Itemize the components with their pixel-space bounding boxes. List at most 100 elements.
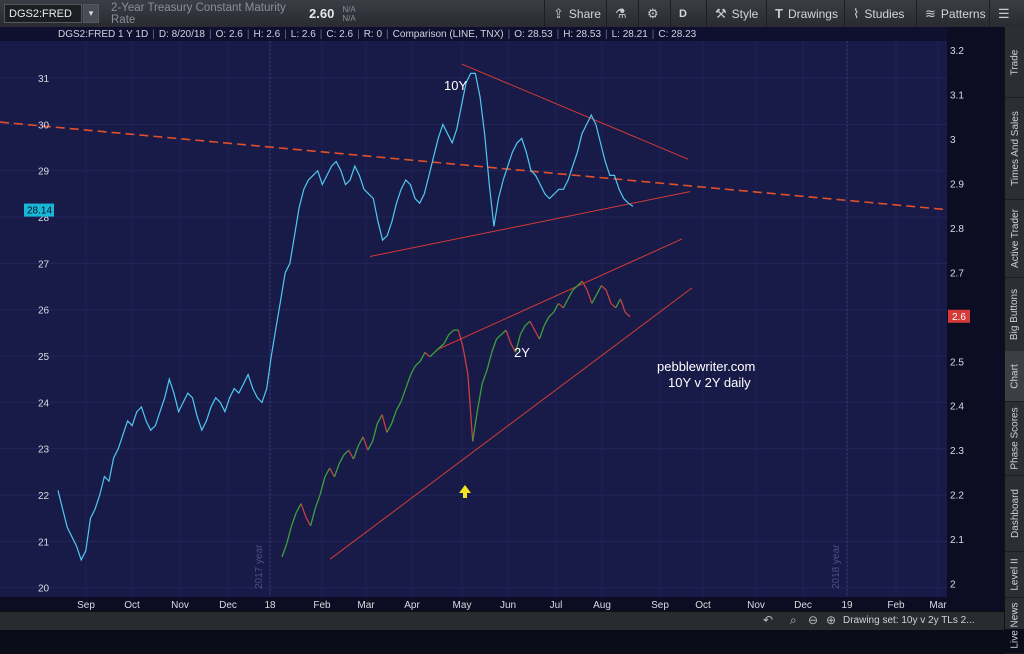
info-close: C: 2.6 xyxy=(326,28,354,40)
x-axis-tick-label: Oct xyxy=(124,600,140,611)
plot-background xyxy=(0,27,947,597)
year-label: 2018 year xyxy=(831,544,842,589)
tab-phase-scores[interactable]: Phase Scores xyxy=(1005,401,1024,476)
right-axis-tick-label: 2.7 xyxy=(950,268,964,279)
info-r: R: 0 xyxy=(363,28,383,40)
dgs2-series-segment xyxy=(534,329,540,340)
tab-trade[interactable]: Trade xyxy=(1005,27,1024,98)
bottom-axis-background xyxy=(0,597,947,611)
share-icon: ⇪ xyxy=(553,5,564,21)
more-button[interactable]: ☰ xyxy=(989,0,1024,27)
tab-active-trader[interactable]: Active Trader xyxy=(1005,199,1024,278)
info-low: L: 2.6 xyxy=(290,28,316,40)
dgs2-series-segment xyxy=(476,383,483,411)
right-axis-tick-label: 2.5 xyxy=(950,357,964,368)
drawing-set-selector[interactable]: Drawing set: 10y v 2y TLs 2... xyxy=(843,615,975,626)
tab-chart[interactable]: Chart xyxy=(1005,351,1024,402)
tab-times-and-sales[interactable]: Times And Sales xyxy=(1005,97,1024,200)
right-axis-tick-label: 2.1 xyxy=(950,535,964,546)
zoom-out-icon[interactable]: ⊖ xyxy=(808,613,819,627)
tab-level-ii-label: Level II xyxy=(1009,557,1021,591)
chart-info-bar: DGS2:FRED 1 Y 1D | D: 8/20/18 | O: 2.6 | H:… xyxy=(0,27,947,41)
info-c-high: H: 28.53 xyxy=(563,28,602,40)
right-axis-tick-label: 2.8 xyxy=(950,224,964,235)
chart-area[interactable]: 2017 year 2018 year 20 21 22 23 24 25 26 27 28 29 3… xyxy=(0,27,1004,629)
info-c-low: L: 28.21 xyxy=(611,28,648,40)
dgs2-lower-trendline xyxy=(329,287,693,560)
right-axis-tick-label: 3.1 xyxy=(950,90,964,101)
info-comparison: Comparison (LINE, TNX) xyxy=(392,28,504,40)
dgs2-series-segment xyxy=(577,280,583,287)
dgs2-series-segment xyxy=(491,338,498,353)
dgs2-series-segment xyxy=(548,311,555,318)
info-title: DGS2:FRED 1 Y 1D xyxy=(58,28,149,40)
aggregation-label: D xyxy=(679,7,687,20)
right-price-marker xyxy=(948,309,970,323)
more-icon: ☰ xyxy=(998,5,1010,21)
dgs2-series-segment xyxy=(338,454,345,464)
left-axis-tick-label: 30 xyxy=(38,120,50,131)
x-axis-tick-label: Mar xyxy=(929,600,947,611)
style-button[interactable]: ⚒ Style xyxy=(706,0,766,27)
dgs2-series-segment xyxy=(419,352,426,362)
dgs2-series-segment xyxy=(615,298,622,309)
left-axis-tick-label: 27 xyxy=(38,259,50,270)
dgs2-series-segment xyxy=(424,351,431,358)
tab-dashboard[interactable]: Dashboard xyxy=(1005,475,1024,552)
right-axis-tick-label: 2.4 xyxy=(950,402,964,413)
zoom-in-icon[interactable]: ⊕ xyxy=(826,613,837,627)
x-axis-tick-label: Aug xyxy=(593,600,611,611)
symbol-dropdown-button[interactable]: ▾ xyxy=(83,4,99,23)
flask-button[interactable]: ⚗ xyxy=(606,0,638,27)
undo-icon[interactable]: ↶ xyxy=(763,613,774,627)
tab-dashboard-label: Dashboard xyxy=(1009,488,1021,538)
dgs2-series-segment xyxy=(524,320,531,327)
chart-canvas[interactable]: 2017 year 2018 year 202122232425262728293… xyxy=(0,27,1004,611)
tab-live-news[interactable]: Live News xyxy=(1005,597,1024,654)
info-high: H: 2.6 xyxy=(253,28,281,40)
dgs2-series-segment xyxy=(309,507,316,527)
dgs2-series-segment xyxy=(514,334,521,353)
patterns-button[interactable]: ≋ Patterns xyxy=(916,0,989,27)
flask-icon: ⚗ xyxy=(615,5,627,21)
trendlines xyxy=(0,63,948,560)
dgs2-series-segment xyxy=(610,302,617,309)
studies-button[interactable]: ⌇ Studies xyxy=(844,0,916,27)
x-axis-tick-label: 19 xyxy=(841,600,853,611)
x-axis-tick-label: Nov xyxy=(747,600,765,611)
drawings-label: Drawings xyxy=(787,6,838,21)
year-label: 2017 year xyxy=(254,544,265,589)
tnx-lower-trendline xyxy=(369,191,691,257)
dgs2-series-segment xyxy=(443,334,450,344)
x-axis-tick-label: Feb xyxy=(313,600,331,611)
share-button[interactable]: ⇪ Share xyxy=(544,0,606,27)
symbol-input[interactable]: DGS2:FRED xyxy=(4,4,82,23)
info-date: D: 8/20/18 xyxy=(158,28,205,40)
dgs2-series-segment xyxy=(624,311,631,318)
settings-button[interactable]: ⚙ xyxy=(638,0,670,27)
search-icon[interactable]: ⌕ xyxy=(790,613,797,627)
x-axis-tick-label: Oct xyxy=(695,600,711,611)
dgs2-series-segment xyxy=(472,410,479,442)
gear-icon: ⚙ xyxy=(647,5,659,21)
tab-big-buttons[interactable]: Big Buttons xyxy=(1005,277,1024,352)
left-axis-tick-label: 26 xyxy=(38,306,50,317)
dgs2-series-segment xyxy=(438,342,445,349)
x-axis-tick-label: Sep xyxy=(77,600,95,611)
dgs2-series-segment xyxy=(305,516,312,527)
patterns-icon: ≋ xyxy=(925,5,936,21)
watermark-subtitle: 10Y v 2Y daily xyxy=(668,375,751,390)
left-axis-tick-label: 20 xyxy=(38,584,50,595)
aggregation-button[interactable]: D xyxy=(670,0,706,27)
dgs2-series-segment xyxy=(600,285,607,291)
dgs2-series-segment xyxy=(619,298,626,313)
tnx-series-line xyxy=(57,72,634,562)
drawings-button[interactable]: T Drawings xyxy=(766,0,844,27)
dgs2-series-segment xyxy=(343,449,350,456)
dgs2-series-segment xyxy=(348,449,355,460)
year-markers: 2017 year 2018 year xyxy=(254,41,848,597)
right-axis-tick-label: 2 xyxy=(950,580,956,591)
tab-level-ii[interactable]: Level II xyxy=(1005,551,1024,598)
last-price: 2.60 xyxy=(309,6,335,21)
dgs2-series-segment xyxy=(395,400,402,411)
